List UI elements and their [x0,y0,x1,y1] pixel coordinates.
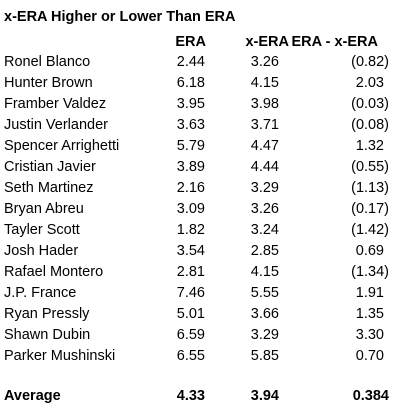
diff-value: 1.32 [355,138,384,154]
average-label: Average [4,388,61,404]
player-name: Seth Martinez [4,180,94,196]
table-row: Cristian Javier 3.89 4.44 (0.55) [0,157,400,178]
player-name: Bryan Abreu [4,201,84,217]
xera-value: 2.85 [250,243,279,259]
era-value: 1.82 [176,222,205,238]
average-diff: 0.384 [352,388,389,404]
average-xera: 3.94 [250,388,279,404]
table-row: Bryan Abreu 3.09 3.26 (0.17) [0,199,400,220]
player-name: Cristian Javier [4,159,96,175]
xera-value: 5.85 [250,348,279,364]
xera-value: 4.15 [250,75,279,91]
era-value: 5.01 [176,306,205,322]
average-era: 4.33 [176,388,205,404]
era-value: 2.81 [176,264,205,280]
diff-value: 1.91 [355,285,384,301]
player-name: Tayler Scott [4,222,80,238]
diff-value: 0.69 [355,243,384,259]
table-row: Spencer Arrighetti 5.79 4.47 1.32 [0,136,400,157]
xera-value: 4.47 [250,138,279,154]
era-value: 6.18 [176,75,205,91]
diff-value: (1.13) [351,180,389,196]
diff-value: (0.17) [351,201,389,217]
table-row: Justin Verlander 3.63 3.71 (0.08) [0,115,400,136]
table-row: Parker Mushinski 6.55 5.85 0.70 [0,346,400,367]
xera-value: 3.66 [250,306,279,322]
header-row: ERA x-ERA ERA - x-ERA [0,32,400,53]
era-value: 6.59 [176,327,205,343]
table-row: Ronel Blanco 2.44 3.26 (0.82) [0,52,400,73]
player-name: Ronel Blanco [4,54,91,70]
header-era: ERA [175,34,206,50]
table-row: Hunter Brown 6.18 4.15 2.03 [0,73,400,94]
table-row: Rafael Montero 2.81 4.15 (1.34) [0,262,400,283]
xera-value: 3.29 [250,327,279,343]
diff-value: 2.03 [355,75,384,91]
player-name: Hunter Brown [4,75,93,91]
xera-value: 4.15 [250,264,279,280]
xera-value: 3.26 [250,54,279,70]
average-row: Average 4.33 3.94 0.384 [0,386,400,407]
player-name: Josh Hader [4,243,79,259]
table-row: Tayler Scott 1.82 3.24 (1.42) [0,220,400,241]
diff-value: 1.35 [355,306,384,322]
diff-value: (0.55) [351,159,389,175]
table-row: Ryan Pressly 5.01 3.66 1.35 [0,304,400,325]
xera-value: 3.26 [250,201,279,217]
player-name: Shawn Dubin [4,327,91,343]
table-row: Josh Hader 3.54 2.85 0.69 [0,241,400,262]
player-name: Justin Verlander [4,117,108,133]
era-value: 7.46 [176,285,205,301]
diff-value: (0.82) [351,54,389,70]
player-name: Framber Valdez [4,96,107,112]
player-name: Rafael Montero [4,264,104,280]
xera-value: 3.71 [250,117,279,133]
header-xera: x-ERA [245,34,289,50]
era-value: 2.44 [176,54,205,70]
diff-value: (0.08) [351,117,389,133]
table-row: Shawn Dubin 6.59 3.29 3.30 [0,325,400,346]
player-name: Spencer Arrighetti [4,138,120,154]
xera-value: 3.98 [250,96,279,112]
era-value: 3.89 [176,159,205,175]
table-row: Seth Martinez 2.16 3.29 (1.13) [0,178,400,199]
era-value: 3.95 [176,96,205,112]
xera-value: 3.24 [250,222,279,238]
diff-value: (1.42) [351,222,389,238]
era-value: 3.09 [176,201,205,217]
table-row: J.P. France 7.46 5.55 1.91 [0,283,400,304]
era-value: 5.79 [176,138,205,154]
era-value: 3.63 [176,117,205,133]
diff-value: (1.34) [351,264,389,280]
diff-value: (0.03) [351,96,389,112]
diff-value: 3.30 [355,327,384,343]
table-row: Framber Valdez 3.95 3.98 (0.03) [0,94,400,115]
xera-value: 3.29 [250,180,279,196]
era-value: 6.55 [176,348,205,364]
xera-value: 5.55 [250,285,279,301]
header-diff: ERA - x-ERA [291,34,378,50]
table-title: x-ERA Higher or Lower Than ERA [4,9,236,25]
era-value: 3.54 [176,243,205,259]
player-name: Parker Mushinski [4,348,116,364]
player-name: Ryan Pressly [4,306,90,322]
xera-value: 4.44 [250,159,279,175]
diff-value: 0.70 [355,348,384,364]
era-value: 2.16 [176,180,205,196]
player-name: J.P. France [4,285,77,301]
